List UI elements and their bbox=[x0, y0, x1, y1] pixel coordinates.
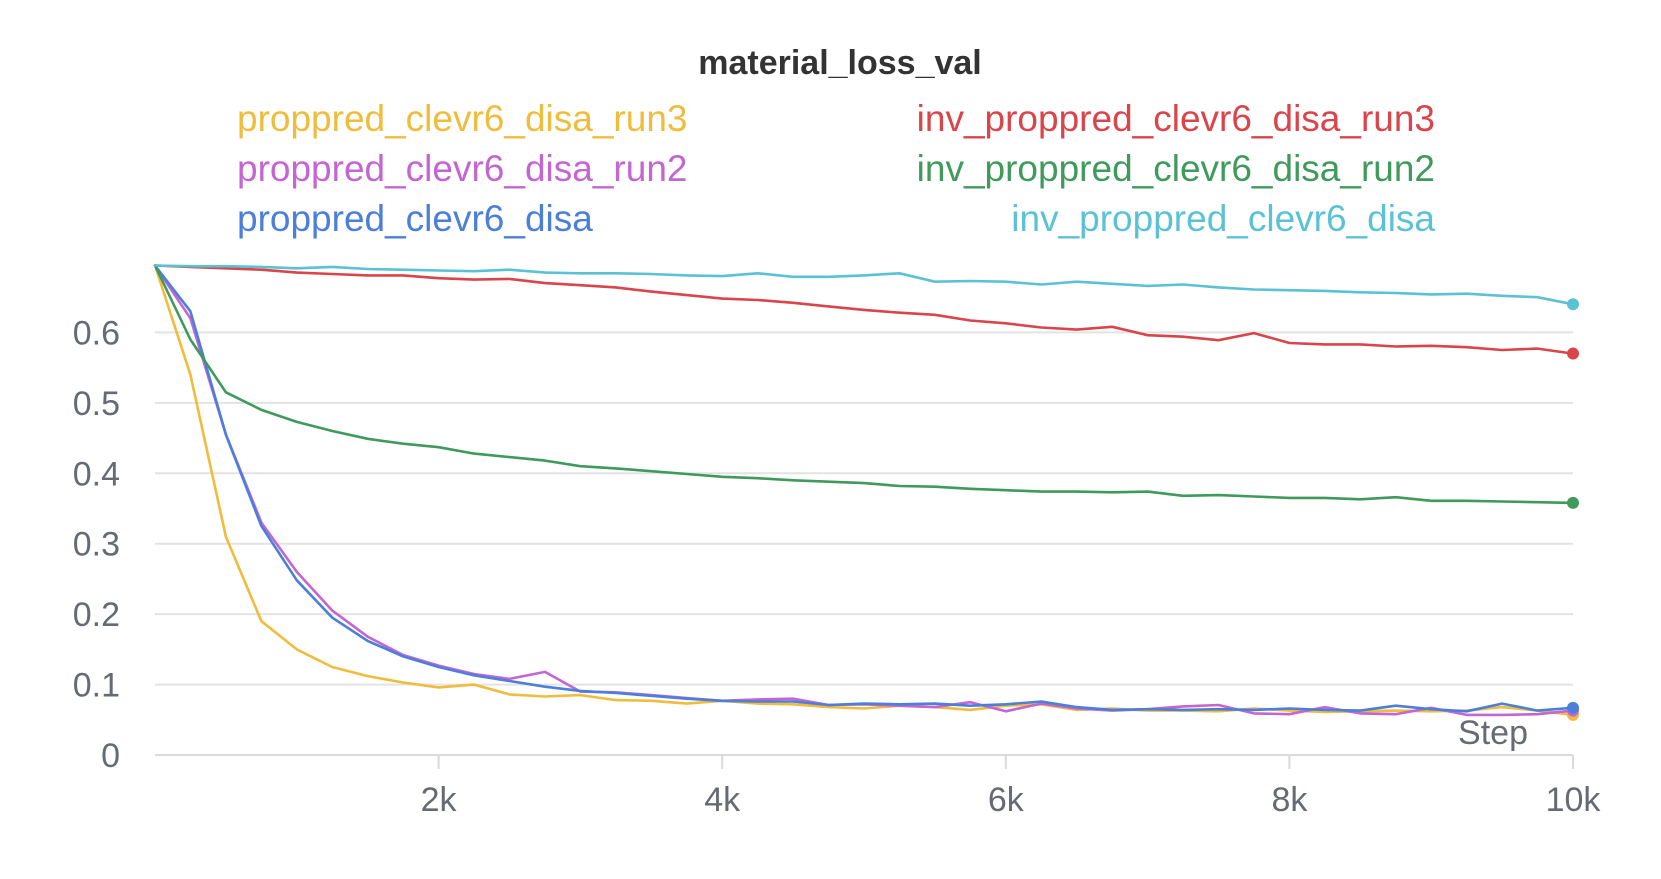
series-end-marker-proppred_clevr6_disa bbox=[1567, 701, 1579, 714]
series-line-inv_proppred_clevr6_disa_run3 bbox=[153, 264, 1575, 355]
series-end-marker-inv_proppred_clevr6_disa_run2 bbox=[1567, 496, 1579, 509]
chart-title: material_loss_val bbox=[698, 44, 982, 82]
x-axis-label: Step bbox=[1458, 714, 1528, 752]
legend-entry[interactable]: inv_proppred_clevr6_disa_run2 bbox=[917, 148, 1435, 189]
y-tick-label: 0.3 bbox=[73, 526, 120, 564]
series-line-inv_proppred_clevr6_disa bbox=[153, 264, 1575, 306]
grid-lines bbox=[155, 331, 1573, 686]
series-line-proppred_clevr6_disa bbox=[153, 264, 1575, 713]
x-tick-label: 10k bbox=[1546, 781, 1602, 819]
legend-entry[interactable]: inv_proppred_clevr6_disa_run3 bbox=[917, 98, 1435, 139]
x-tick-label: 8k bbox=[1271, 781, 1308, 819]
y-tick-label: 0.2 bbox=[73, 596, 120, 634]
y-tick-label: 0.4 bbox=[73, 455, 120, 493]
series-end-marker-inv_proppred_clevr6_disa bbox=[1567, 298, 1579, 311]
x-tick-label: 4k bbox=[704, 781, 741, 819]
series-lines bbox=[153, 264, 1579, 721]
y-tick-label: 0.6 bbox=[73, 314, 120, 352]
legend-entry[interactable]: inv_proppred_clevr6_disa bbox=[1011, 198, 1435, 239]
y-tick-label: 0.5 bbox=[73, 385, 120, 423]
x-tick-label: 6k bbox=[988, 781, 1025, 819]
series-end-marker-inv_proppred_clevr6_disa_run3 bbox=[1567, 347, 1579, 360]
legend-entry[interactable]: proppred_clevr6_disa bbox=[237, 198, 593, 239]
x-axis: 2k 4k 6k 8k 10k bbox=[155, 754, 1602, 819]
legend: proppred_clevr6_disa_run3 proppred_clevr6… bbox=[237, 98, 1435, 239]
y-tick-label: 0 bbox=[101, 737, 120, 775]
y-tick-label: 0.1 bbox=[73, 667, 120, 705]
y-axis-ticks: 0 0.1 0.2 0.3 0.4 0.5 0.6 bbox=[73, 314, 120, 775]
x-tick-label: 2k bbox=[421, 781, 458, 819]
legend-entry[interactable]: proppred_clevr6_disa_run2 bbox=[237, 148, 687, 189]
series-line-proppred_clevr6_disa_run3 bbox=[153, 264, 1575, 717]
series-line-inv_proppred_clevr6_disa_run2 bbox=[153, 264, 1575, 505]
legend-entry[interactable]: proppred_clevr6_disa_run3 bbox=[237, 98, 687, 139]
